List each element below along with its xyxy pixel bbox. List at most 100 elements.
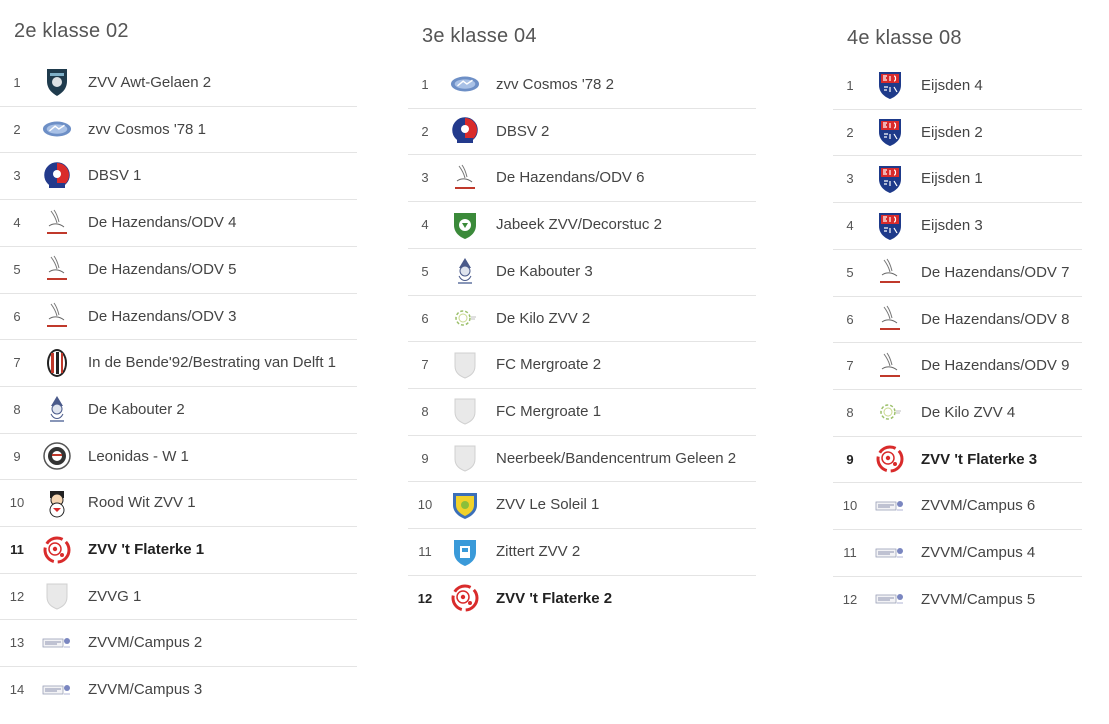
team-name[interactable]: In de Bende'92/Bestrating van Delft 1 <box>88 354 337 372</box>
table-row[interactable]: 7 In de Bende'92/Bestrating van Delft 1 <box>0 339 357 385</box>
rank-number: 14 <box>9 682 25 698</box>
table-row[interactable]: 2 DBSV 2 <box>408 107 756 154</box>
team-name[interactable]: ZVV Awt-Gelaen 2 <box>88 73 212 91</box>
team-name[interactable]: Neerbeek/Bandencentrum Geleen 2 <box>496 449 737 467</box>
team-name[interactable]: FC Mergroate 2 <box>496 356 602 374</box>
striped-oval-icon <box>42 348 72 378</box>
table-row[interactable]: 4 Eijsden 3 <box>833 202 1082 248</box>
table-row[interactable]: 1 zvv Cosmos '78 2 <box>408 61 756 107</box>
team-name[interactable]: ZVVM/Campus 2 <box>88 634 203 652</box>
hare-icon <box>875 304 905 334</box>
table-row[interactable]: 8 De Kabouter 2 <box>0 385 357 432</box>
team-name[interactable]: zvv Cosmos '78 1 <box>88 120 206 138</box>
team-name[interactable]: ZVV Le Soleil 1 <box>496 496 600 514</box>
team-name[interactable]: ZVVM/Campus 4 <box>921 544 1036 561</box>
team-name[interactable]: De Hazendans/ODV 7 <box>921 263 1070 281</box>
table-row[interactable]: 2 Eijsden 2 <box>833 108 1082 155</box>
team-name[interactable]: De Hazendans/ODV 6 <box>496 169 645 187</box>
team-name[interactable]: Eijsden 1 <box>921 170 983 188</box>
table-row[interactable]: 10 Rood Wit ZVV 1 <box>0 479 357 525</box>
team-name[interactable]: De Hazendans/ODV 9 <box>921 357 1070 375</box>
table-row[interactable]: 6 De Hazendans/ODV 3 <box>0 292 357 339</box>
table-row[interactable]: 9 Neerbeek/Bandencentrum Geleen 2 <box>408 434 756 481</box>
team-name[interactable]: Zittert ZVV 2 <box>496 543 581 560</box>
table-row[interactable]: 6 De Hazendans/ODV 8 <box>833 295 1082 342</box>
team-name[interactable]: De Kilo ZVV 4 <box>921 403 1016 421</box>
table-row[interactable]: 4 Jabeek ZVV/Decorstuc 2 <box>408 201 756 247</box>
table-row[interactable]: 13 ZVVM/Campus 2 <box>0 619 357 665</box>
standings-2e-klasse-02: 2e klasse 02 1 ZVV Awt-Gelaen 2 2 zvv Cosmo… <box>0 0 357 724</box>
team-name[interactable]: ZVVG 1 <box>88 587 142 605</box>
campus-icon <box>875 584 905 614</box>
team-name[interactable]: Eijsden 4 <box>921 76 983 94</box>
blank-shield-icon <box>450 443 480 473</box>
table-row[interactable]: 10 ZVVM/Campus 6 <box>833 482 1082 528</box>
rank-number: 10 <box>9 495 25 511</box>
table-row[interactable]: 7 De Hazendans/ODV 9 <box>833 342 1082 388</box>
table-row[interactable]: 5 De Hazendans/ODV 5 <box>0 245 357 292</box>
table-row[interactable]: 1 Eijsden 4 <box>833 62 1082 108</box>
team-name[interactable]: DBSV 2 <box>496 122 550 140</box>
blank-shield-icon <box>450 396 480 426</box>
table-row[interactable]: 9 ZVV 't Flaterke 3 <box>833 435 1082 482</box>
team-name[interactable]: Rood Wit ZVV 1 <box>88 494 196 512</box>
table-row[interactable]: 4 De Hazendans/ODV 4 <box>0 199 357 245</box>
table-row[interactable]: 14 ZVVM/Campus 3 <box>0 666 357 712</box>
table-row[interactable]: 2 zvv Cosmos '78 1 <box>0 105 357 152</box>
table-row[interactable]: 8 FC Mergroate 1 <box>408 387 756 434</box>
team-name[interactable]: Jabeek ZVV/Decorstuc 2 <box>496 216 662 234</box>
team-name[interactable]: ZVV 't Flaterke 3 <box>921 450 1038 468</box>
team-name[interactable]: De Hazendans/ODV 3 <box>88 307 237 325</box>
team-name[interactable]: ZVVM/Campus 5 <box>921 590 1036 608</box>
rank-number: 7 <box>13 355 21 371</box>
green-ring-icon <box>450 303 480 333</box>
rank-number: 9 <box>13 448 21 464</box>
team-name[interactable]: De Hazendans/ODV 4 <box>88 214 237 232</box>
rank-number: 5 <box>846 264 854 280</box>
rank-number: 6 <box>421 310 429 326</box>
table-row[interactable]: 5 De Kabouter 3 <box>408 247 756 294</box>
team-name[interactable]: De Hazendans/ODV 8 <box>921 310 1070 328</box>
team-name[interactable]: ZVV 't Flaterke 1 <box>88 541 205 558</box>
team-name[interactable]: Leonidas - W 1 <box>88 447 189 465</box>
blue-oval-icon <box>42 114 72 144</box>
table-row[interactable]: 11 ZVVM/Campus 4 <box>833 529 1082 575</box>
table-row[interactable]: 8 De Kilo ZVV 4 <box>833 388 1082 435</box>
table-row[interactable]: 7 FC Mergroate 2 <box>408 341 756 387</box>
team-name[interactable]: Eijsden 3 <box>921 217 983 235</box>
team-name[interactable]: FC Mergroate 1 <box>496 402 602 420</box>
table-row[interactable]: 12 ZVVM/Campus 5 <box>833 575 1082 622</box>
team-name[interactable]: DBSV 1 <box>88 167 142 185</box>
team-name[interactable]: zvv Cosmos '78 2 <box>496 75 614 93</box>
table-row[interactable]: 3 De Hazendans/ODV 6 <box>408 154 756 200</box>
team-name[interactable]: ZVVM/Campus 3 <box>88 681 203 699</box>
ball-badge-icon <box>42 441 72 471</box>
red-ball-icon <box>42 535 72 565</box>
table-row[interactable]: 5 De Hazendans/ODV 7 <box>833 248 1082 295</box>
rank-number: 10 <box>842 498 858 514</box>
rank-number: 10 <box>417 497 433 513</box>
hare-icon <box>875 257 905 287</box>
team-name[interactable]: Eijsden 2 <box>921 123 983 141</box>
team-name[interactable]: ZVV 't Flaterke 2 <box>496 589 613 607</box>
team-name[interactable]: De Kabouter 3 <box>496 262 593 280</box>
team-name[interactable]: De Kilo ZVV 2 <box>496 309 591 327</box>
rank-number: 5 <box>13 261 21 277</box>
table-row[interactable]: 11 ZVV 't Flaterke 1 <box>0 526 357 572</box>
table-row[interactable]: 10 ZVV Le Soleil 1 <box>408 481 756 527</box>
rank-number: 12 <box>842 591 858 607</box>
table-row[interactable]: 1 ZVV Awt-Gelaen 2 <box>0 59 357 105</box>
table-row[interactable]: 3 Eijsden 1 <box>833 155 1082 201</box>
table-row[interactable]: 9 Leonidas - W 1 <box>0 432 357 479</box>
rank-number: 11 <box>10 542 24 557</box>
table-row[interactable]: 11 Zittert ZVV 2 <box>408 528 756 574</box>
table-row[interactable]: 3 DBSV 1 <box>0 152 357 198</box>
table-row[interactable]: 12 ZVV 't Flaterke 2 <box>408 574 756 621</box>
team-name[interactable]: De Kabouter 2 <box>88 400 185 418</box>
table-row[interactable]: 12 ZVVG 1 <box>0 572 357 619</box>
hare-icon <box>42 254 72 284</box>
team-name[interactable]: De Hazendans/ODV 5 <box>88 260 237 278</box>
rank-number: 4 <box>13 215 21 231</box>
table-row[interactable]: 6 De Kilo ZVV 2 <box>408 294 756 341</box>
team-name[interactable]: ZVVM/Campus 6 <box>921 497 1036 515</box>
